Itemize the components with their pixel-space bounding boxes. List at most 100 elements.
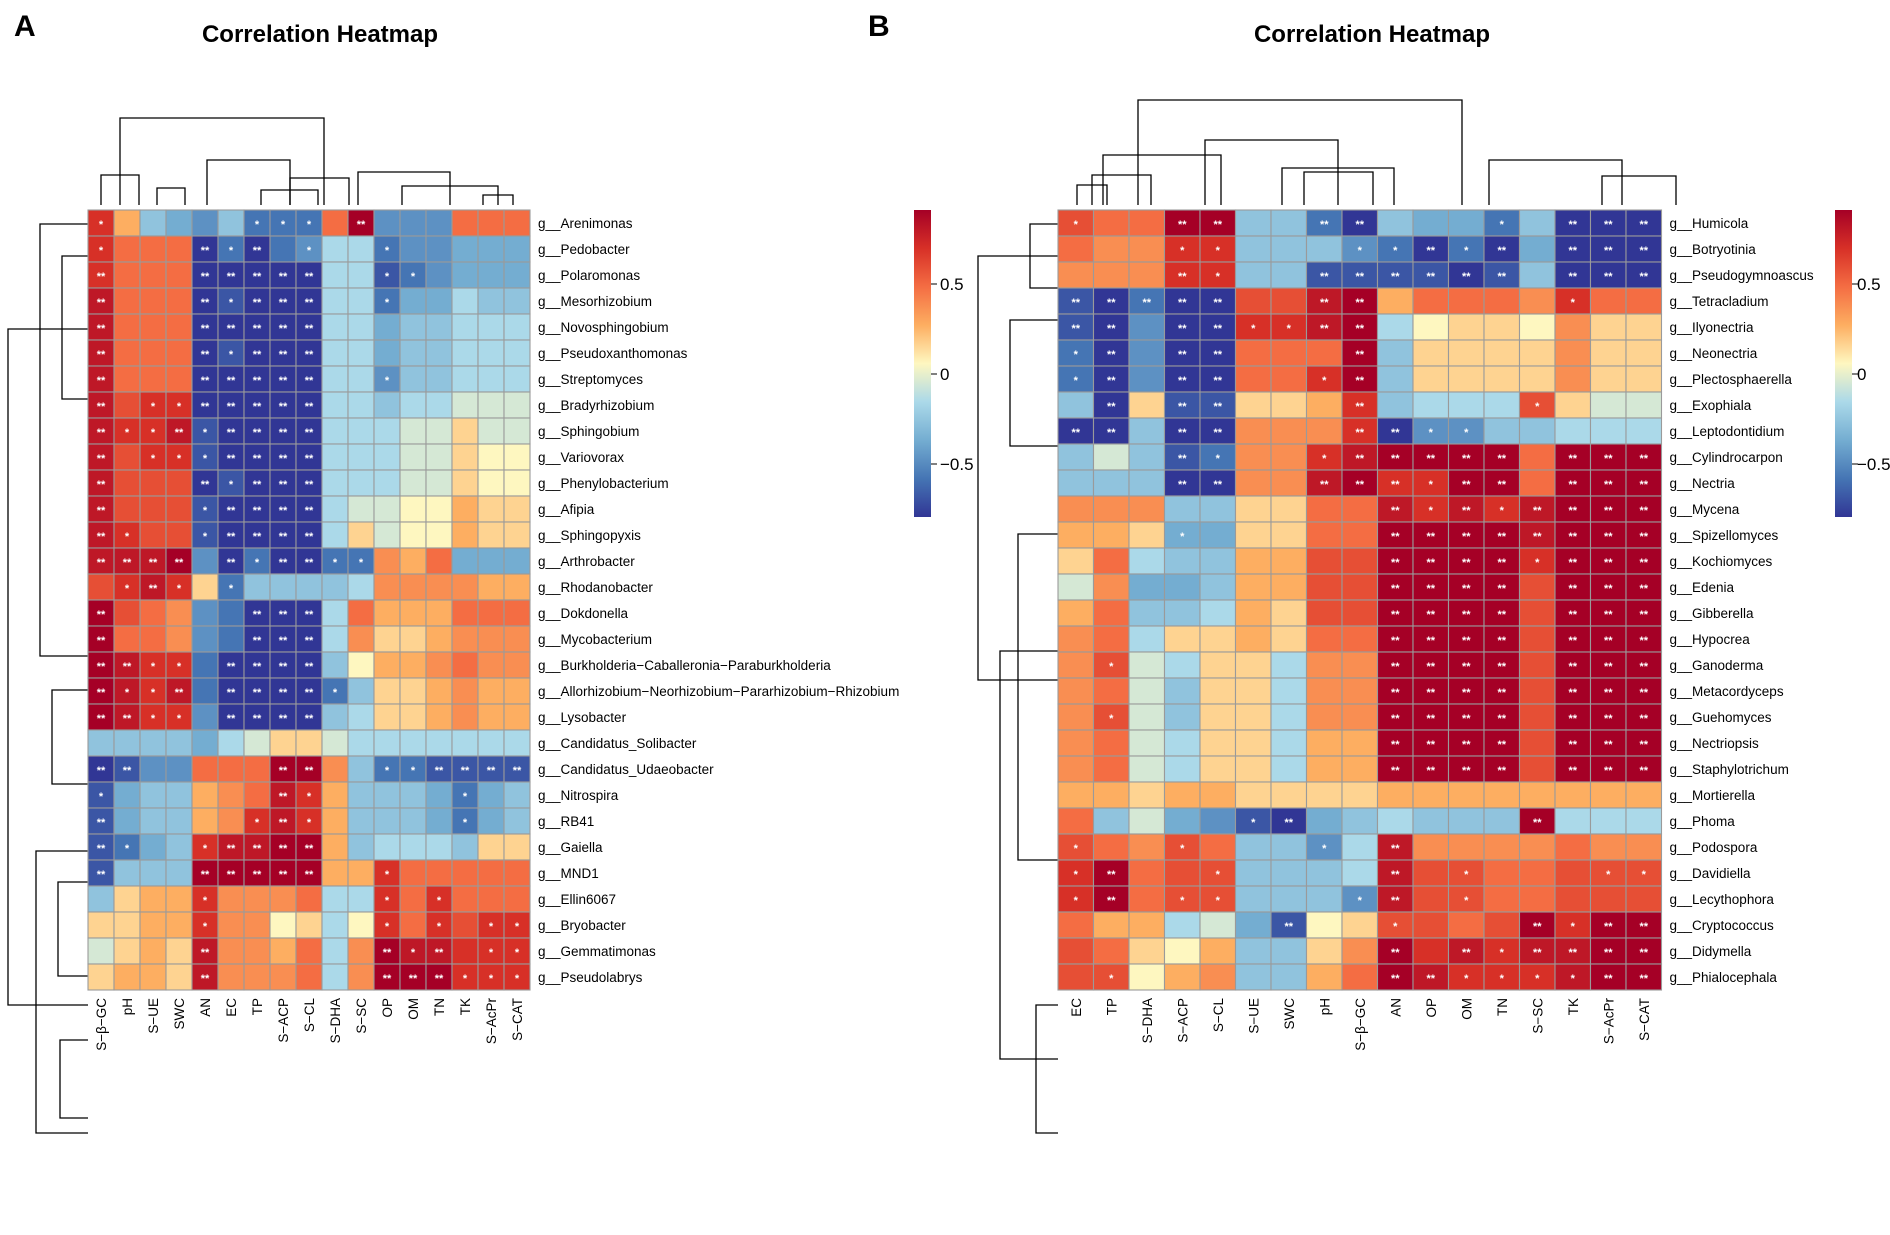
heatmap-cell <box>1305 807 1343 835</box>
significance-mark: * <box>177 401 182 413</box>
heatmap-cell <box>425 729 453 757</box>
row-label: g__Phoma <box>1670 814 1736 829</box>
heatmap-cell <box>1270 261 1308 289</box>
significance-mark: * <box>229 245 234 257</box>
significance-mark: ** <box>253 635 262 647</box>
heatmap-cell <box>399 365 427 393</box>
significance-mark: * <box>1074 895 1079 907</box>
heatmap-cell <box>113 625 141 653</box>
significance-mark: * <box>125 427 130 439</box>
significance-mark: ** <box>253 453 262 465</box>
dendrogram-branch <box>999 650 1058 1060</box>
significance-mark: ** <box>1142 297 1151 309</box>
heatmap-cell <box>1518 755 1556 783</box>
heatmap-cell <box>1163 599 1201 627</box>
significance-mark: * <box>203 895 208 907</box>
heatmap-cell <box>321 469 349 497</box>
significance-mark: * <box>229 583 234 595</box>
heatmap-cell <box>217 807 245 835</box>
significance-mark: ** <box>1497 713 1506 725</box>
significance-mark: ** <box>253 349 262 361</box>
significance-mark: * <box>99 791 104 803</box>
column-label: S−DHA <box>328 998 343 1043</box>
heatmap-cell <box>1518 703 1556 731</box>
significance-mark: * <box>515 947 520 959</box>
heatmap-cell <box>1163 677 1201 705</box>
significance-mark: ** <box>1639 583 1648 595</box>
heatmap-cell <box>1518 443 1556 471</box>
heatmap-cell <box>373 209 401 237</box>
heatmap-cell <box>1234 963 1272 991</box>
heatmap-cell <box>1376 807 1414 835</box>
significance-mark: ** <box>1604 739 1613 751</box>
heatmap-cell <box>425 365 453 393</box>
heatmap-cell <box>503 573 531 601</box>
significance-mark: * <box>151 713 156 725</box>
heatmap-cell <box>1483 313 1521 341</box>
heatmap-cell <box>1270 235 1308 263</box>
significance-mark: ** <box>1107 401 1116 413</box>
heatmap-cell <box>1305 885 1343 913</box>
heatmap-cell <box>1128 417 1166 445</box>
heatmap-cell <box>87 573 115 601</box>
row-label: g__Gibberella <box>1670 606 1755 621</box>
significance-mark: * <box>1358 245 1363 257</box>
heatmap-cell <box>243 729 271 757</box>
heatmap-cell <box>1518 391 1556 419</box>
significance-mark: ** <box>1178 323 1187 335</box>
heatmap-cell <box>1447 833 1485 861</box>
heatmap-cell <box>191 521 219 549</box>
column-label: SWC <box>1282 998 1297 1030</box>
column-label: S−ACP <box>276 998 291 1043</box>
significance-mark: ** <box>227 427 236 439</box>
column-label: S−UE <box>146 998 161 1034</box>
heatmap-cell <box>139 573 167 601</box>
dendrogram-branch <box>1137 99 1463 205</box>
heatmap-cell <box>295 911 323 939</box>
heatmap-cell <box>1412 911 1450 939</box>
row-labels-a: g__Arenimonas g__Pedobacter g__Polaromonas… <box>538 216 899 985</box>
heatmap-cell <box>321 521 349 549</box>
heatmap-cell <box>1199 235 1237 263</box>
heatmap-cell <box>1128 885 1166 913</box>
heatmap-cell <box>373 313 401 341</box>
significance-mark: * <box>255 817 260 829</box>
heatmap-cell <box>1305 677 1343 705</box>
significance-mark: ** <box>1178 453 1187 465</box>
dendrogram-branch <box>1009 319 1058 447</box>
significance-mark: ** <box>1391 609 1400 621</box>
heatmap-cell <box>451 703 479 731</box>
heatmap-cell <box>113 391 141 419</box>
heatmap-cell <box>373 651 401 679</box>
significance-mark: ** <box>1355 479 1364 491</box>
heatmap-cell <box>191 963 219 991</box>
significance-mark: ** <box>1462 687 1471 699</box>
heatmap-cell <box>1163 963 1201 991</box>
heatmap-cell <box>191 339 219 367</box>
significance-mark: ** <box>1568 947 1577 959</box>
heatmap-cell <box>217 911 245 939</box>
heatmap-cell <box>347 911 375 939</box>
significance-mark: ** <box>1604 479 1613 491</box>
significance-mark: ** <box>97 453 106 465</box>
heatmap-cell <box>1305 339 1343 367</box>
heatmap-cell <box>295 963 323 991</box>
significance-mark: ** <box>1568 219 1577 231</box>
column-label: OM <box>406 998 421 1020</box>
heatmap-cell <box>1376 417 1414 445</box>
heatmap-cell <box>87 651 115 679</box>
heatmap-cell <box>113 859 141 887</box>
heatmap-cell <box>1270 521 1308 549</box>
dendrogram-branch <box>1035 1004 1058 1134</box>
colorbar-tick-label: 0 <box>1857 365 1866 384</box>
dendrogram-branch <box>482 194 514 205</box>
panel-label-a: A <box>14 10 36 43</box>
significance-mark: ** <box>279 713 288 725</box>
significance-mark: ** <box>253 297 262 309</box>
heatmap-cell <box>1518 573 1556 601</box>
heatmap-cell <box>373 729 401 757</box>
heatmap-cell <box>1589 729 1627 757</box>
heatmap-cell <box>1589 833 1627 861</box>
heatmap-cell <box>1057 937 1095 965</box>
heatmap-cell <box>321 547 349 575</box>
